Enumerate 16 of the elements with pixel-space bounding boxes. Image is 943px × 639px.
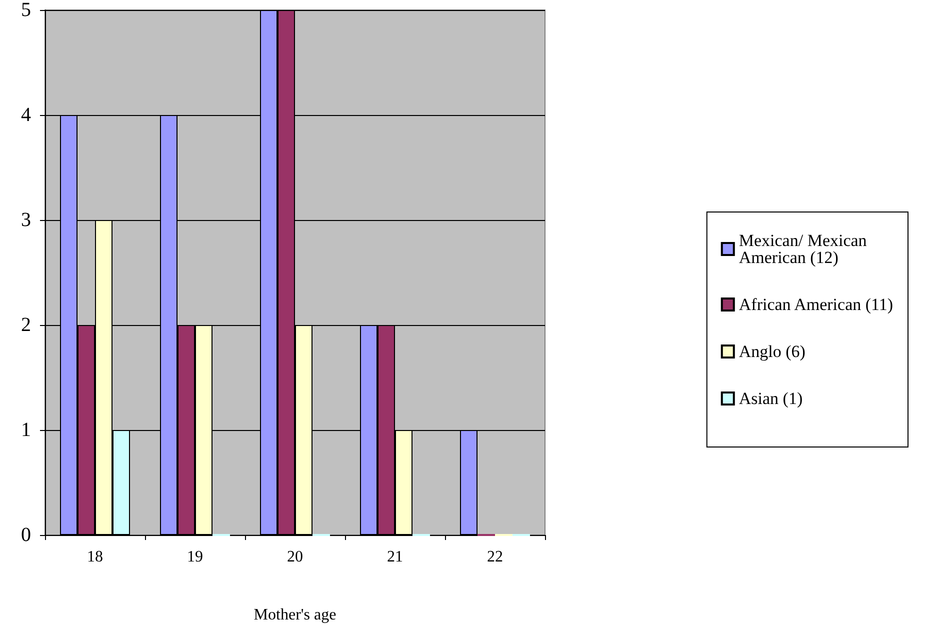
y-tick-label: 3 bbox=[21, 209, 31, 231]
x-axis-title: Mother's age bbox=[254, 606, 336, 624]
legend-label: Mexican/ Mexican American (12) bbox=[738, 231, 872, 267]
y-tick-label: 0 bbox=[21, 524, 31, 546]
legend-label: Asian (1) bbox=[738, 389, 803, 408]
y-tick-label: 1 bbox=[21, 419, 31, 441]
y-tick-label: 4 bbox=[21, 104, 31, 126]
x-tick-label: 20 bbox=[287, 548, 303, 566]
legend-label: African American (11) bbox=[738, 295, 894, 314]
y-tick-label: 2 bbox=[21, 314, 31, 336]
x-tick-label: 19 bbox=[187, 548, 203, 566]
x-tick-label: 18 bbox=[87, 548, 103, 566]
y-tick-label: 5 bbox=[21, 0, 31, 21]
legend-label: Anglo (6) bbox=[738, 342, 806, 361]
x-tick-label: 22 bbox=[487, 548, 503, 566]
x-tick-label: 21 bbox=[387, 548, 403, 566]
